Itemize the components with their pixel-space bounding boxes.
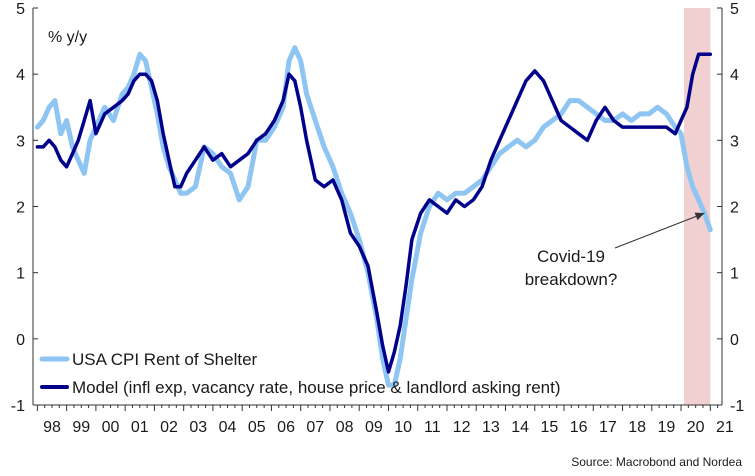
series-layer	[34, 45, 713, 388]
series-line-cpi-rent-of-shelter	[34, 45, 713, 388]
x-tick-label: 20	[687, 419, 705, 436]
x-tick-label: 17	[599, 419, 617, 436]
y-tick-label: -1	[730, 398, 744, 415]
x-tick-label: 02	[160, 419, 178, 436]
y-tick-label: 1	[16, 266, 25, 283]
y-tick-label: 5	[730, 1, 739, 18]
x-tick-label: 07	[306, 419, 324, 436]
x-tick-label: 13	[482, 419, 500, 436]
unit-label: % y/y	[48, 29, 87, 46]
y-tick-label: 4	[16, 67, 25, 84]
legend-label: USA CPI Rent of Shelter	[72, 350, 258, 369]
annotation-arrowhead	[694, 212, 705, 221]
x-tick-label: 01	[131, 419, 149, 436]
y-tick-label: 0	[16, 332, 25, 349]
legend-label: Model (infl exp, vacancy rate, house pri…	[72, 378, 561, 397]
x-tick-label: 99	[72, 419, 90, 436]
covid-shaded-region	[683, 8, 711, 405]
x-tick-label: 18	[628, 419, 646, 436]
x-tick-label: 21	[716, 419, 734, 436]
series-line-model	[35, 52, 713, 374]
x-tick-label: 00	[102, 419, 120, 436]
annotation-line-1: Covid-19	[537, 247, 605, 266]
legend: USA CPI Rent of Shelter Model (infl exp, …	[39, 350, 561, 397]
x-tick-label: 06	[277, 419, 295, 436]
y-tick-label: 3	[730, 133, 739, 150]
x-tick-label: 15	[540, 419, 558, 436]
x-tick-label: 03	[189, 419, 207, 436]
y-tick-label: 4	[730, 67, 739, 84]
x-tick-label: 10	[394, 419, 412, 436]
x-tick-label: 12	[453, 419, 471, 436]
y-axis-right: -1 0 1 2 3 4 5	[717, 1, 744, 415]
source-note: Source: Macrobond and Nordea	[571, 455, 742, 469]
x-tick-label: 11	[424, 419, 441, 436]
x-axis: 98 99 00 01 02 03 04 05 06 07 08 09 10 11 12 13 14 15 16 17…	[36, 405, 734, 436]
x-tick-label: 08	[336, 419, 354, 436]
y-tick-label: -1	[11, 398, 25, 415]
y-tick-label: 3	[16, 133, 25, 150]
y-tick-label: 2	[16, 200, 25, 217]
x-tick-label: 19	[658, 419, 676, 436]
annotation-line-2: breakdown?	[525, 270, 618, 289]
x-tick-label: 09	[365, 419, 383, 436]
y-tick-label: 5	[16, 1, 25, 18]
y-tick-label: 1	[730, 266, 739, 283]
annotation: Covid-19 breakdown?	[525, 212, 705, 289]
x-tick-label: 16	[570, 419, 588, 436]
x-tick-label: 98	[43, 419, 61, 436]
annotation-arrow	[614, 212, 705, 249]
y-tick-label: 0	[730, 332, 739, 349]
x-tick-label: 14	[511, 419, 529, 436]
y-axis-left: -1 0 1 2 3 4 5	[11, 1, 38, 415]
x-tick-label: 05	[248, 419, 266, 436]
y-tick-label: 2	[730, 200, 739, 217]
x-tick-label: 04	[219, 419, 237, 436]
